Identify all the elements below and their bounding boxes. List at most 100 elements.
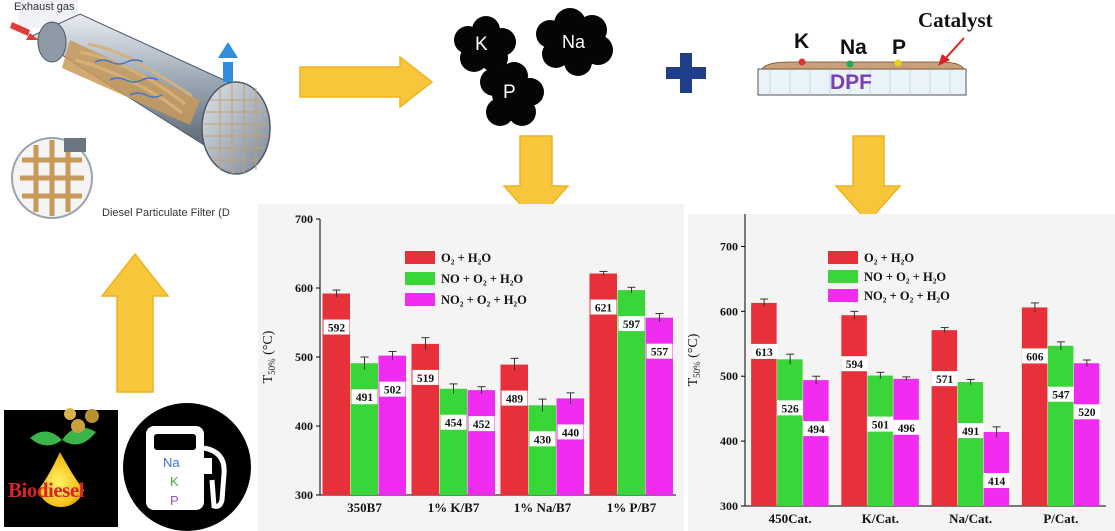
fuel-element-na: Na — [163, 455, 180, 470]
left-chart-data-label-box — [323, 319, 350, 335]
particle-k-label: K — [475, 34, 488, 55]
right-chart-data-label-box — [867, 416, 894, 432]
dpf-catalyst-diagram — [757, 37, 967, 96]
biodiesel-label: Biodiesel — [8, 478, 85, 502]
left-chart-legend-label: NO₂ + O₂ + H₂O — [441, 293, 527, 307]
right-chart-data-label-box — [777, 400, 804, 416]
left-chart-x-tick-label: 1% P/B7 — [607, 500, 657, 515]
left-chart-bar — [500, 364, 528, 495]
right-chart-bar — [1047, 345, 1074, 506]
fuel-pump-image — [123, 403, 251, 531]
right-chart-x-tick-label: K/Cat. — [862, 511, 899, 526]
right-chart-data-label-box — [957, 423, 984, 439]
left-chart-legend-swatch — [405, 293, 435, 306]
right-chart-data-label: 547 — [1052, 390, 1070, 402]
right-chart-bar — [1021, 307, 1048, 506]
right-chart-bar — [983, 432, 1010, 506]
left-chart-data-label: 489 — [506, 394, 524, 406]
left-chart-bar — [439, 388, 467, 495]
left-chart-data-label: 519 — [417, 373, 435, 385]
catalyst-label: Catalyst — [918, 8, 993, 32]
right-chart-bar — [957, 382, 984, 506]
particle-p-label: P — [503, 82, 516, 103]
right-chart-legend-swatch — [828, 289, 858, 302]
surface-na-label: Na — [840, 36, 867, 59]
left-chart-data-label: 452 — [473, 419, 491, 431]
right-chart-data-label-box — [893, 419, 920, 435]
chart-left: 300 400 500 600 700 T50% (°C) 592 491 502 350B7 51… — [261, 212, 676, 515]
left-chart-data-label: 621 — [595, 303, 613, 315]
left-chart-bar — [411, 343, 439, 495]
right-chart-data-label-box — [803, 421, 830, 437]
right-chart-bar — [1073, 363, 1100, 506]
left-chart-data-label-box — [468, 416, 495, 432]
right-chart-legend-label: NO₂ + O₂ + H₂O — [864, 289, 950, 303]
right-chart-data-label-box — [1021, 348, 1048, 364]
left-chart-data-label-box — [646, 343, 673, 359]
right-chart-bar — [867, 375, 893, 506]
right-chart-data-label: 501 — [872, 420, 890, 432]
flow-arrows — [100, 55, 902, 393]
left-chart-data-label: 592 — [328, 323, 346, 335]
right-chart-legend-label: O₂ + H₂O — [864, 251, 914, 265]
left-chart-y-tick-label: 500 — [295, 350, 313, 364]
left-chart-data-label: 440 — [562, 427, 580, 439]
left-chart-bar — [556, 398, 584, 495]
right-chart-bar — [751, 302, 777, 506]
left-chart-bar — [467, 390, 495, 495]
right-chart-x-tick-label: Na/Cat. — [949, 511, 992, 526]
left-chart-legend-label: NO + O₂ + H₂O — [441, 272, 523, 286]
left-chart-data-label: 502 — [384, 385, 402, 397]
right-chart-y-axis-label: T50% (°C) — [688, 333, 702, 386]
left-chart-data-label-box — [557, 424, 584, 440]
particle-na-label: Na — [562, 32, 586, 52]
left-chart-data-label: 557 — [651, 347, 669, 359]
left-chart-y-tick-label: 400 — [295, 419, 313, 433]
biodiesel-image — [4, 408, 118, 527]
right-chart-y-tick-label: 600 — [720, 304, 738, 318]
right-chart-bar — [777, 359, 803, 506]
left-chart-x-tick-label: 350B7 — [347, 500, 382, 515]
dpf-canister-image — [10, 0, 271, 219]
left-chart-data-label-box — [529, 431, 556, 447]
right-chart-data-label: 526 — [782, 403, 800, 415]
right-chart-legend-label: NO + O₂ + H₂O — [864, 270, 946, 284]
right-chart-y-tick-label: 700 — [720, 239, 738, 253]
left-chart-data-label-box — [412, 369, 439, 385]
right-chart-data-label: 414 — [988, 476, 1006, 488]
right-chart-data-label: 494 — [808, 424, 826, 436]
left-chart-data-label-box — [379, 381, 406, 397]
right-chart-data-label: 613 — [756, 347, 774, 359]
left-chart-data-label: 454 — [445, 418, 463, 430]
right-chart-legend-swatch — [828, 270, 858, 283]
dpf-label: DPF — [830, 71, 872, 94]
particle-clusters — [454, 8, 613, 126]
left-chart-data-label: 430 — [534, 434, 552, 446]
left-chart-x-tick-label: 1% Na/B7 — [514, 500, 572, 515]
chart-right: 300 400 500 600 700 T50% (°C) 613 526 494 450Cat.… — [688, 214, 1106, 526]
right-chart-bar — [931, 330, 958, 506]
right-chart-data-label-box — [1047, 386, 1074, 402]
right-chart-data-label: 520 — [1078, 407, 1096, 419]
left-chart-data-label-box — [590, 299, 617, 315]
left-chart-bar — [378, 355, 406, 495]
right-chart-data-label-box — [983, 473, 1010, 489]
right-chart-data-label-box — [751, 343, 778, 359]
right-chart-y-tick-label: 500 — [720, 369, 738, 383]
right-chart-data-label-box — [931, 371, 958, 387]
left-chart-bar — [528, 405, 556, 495]
right-chart-y-tick-label: 400 — [720, 434, 738, 448]
right-chart-x-tick-label: P/Cat. — [1043, 511, 1078, 526]
left-chart-data-label-box — [618, 316, 645, 332]
right-chart-data-label: 594 — [846, 359, 864, 371]
right-chart-data-label: 571 — [936, 374, 954, 386]
left-chart-legend-swatch — [405, 272, 435, 285]
left-chart-y-tick-label: 600 — [295, 281, 313, 295]
left-chart-y-tick-label: 300 — [295, 488, 313, 502]
left-chart-legend-swatch — [405, 251, 435, 264]
left-chart-data-label: 491 — [356, 392, 374, 404]
left-chart-x-tick-label: 1% K/B7 — [428, 500, 480, 515]
fuel-element-k: K — [170, 474, 179, 489]
fuel-element-p: P — [170, 493, 179, 508]
right-chart-bar — [803, 380, 829, 506]
